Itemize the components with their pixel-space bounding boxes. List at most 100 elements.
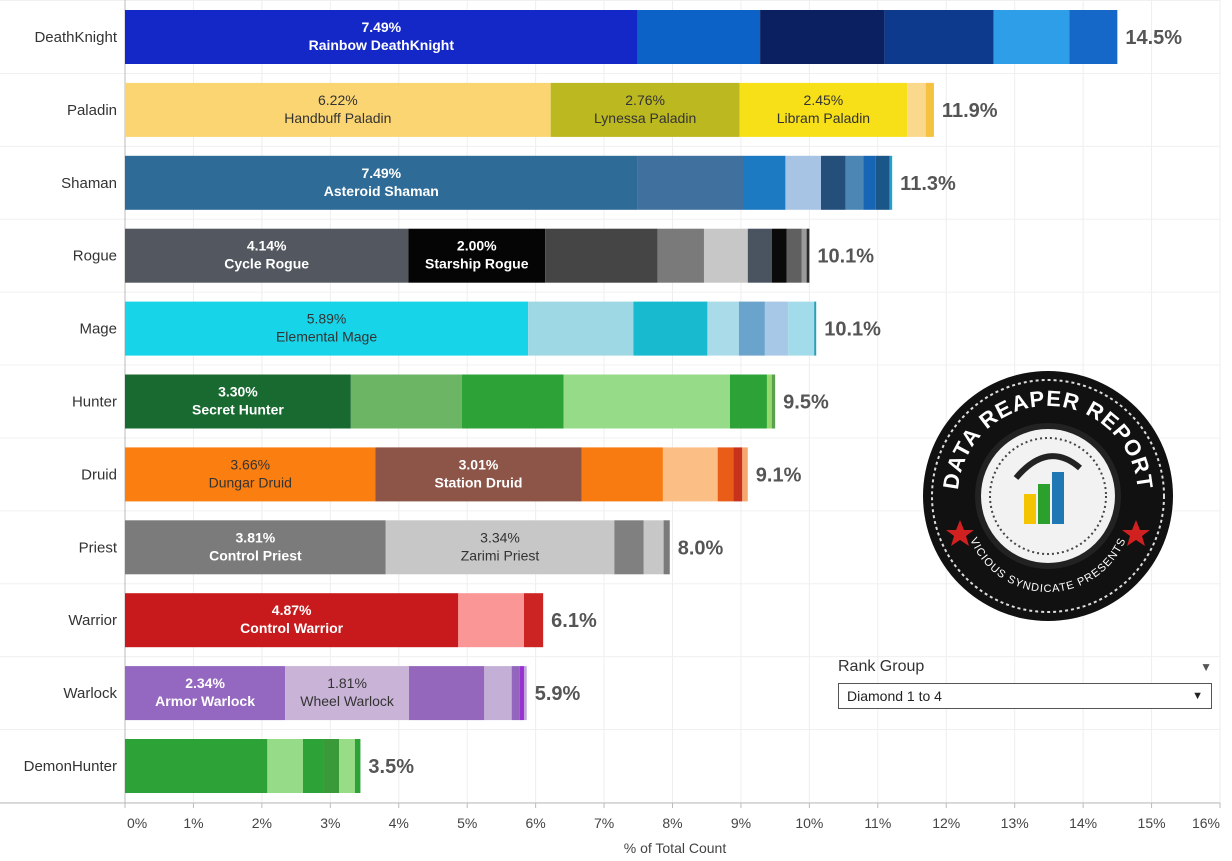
total-label: 8.0%	[678, 537, 724, 559]
bar-segment	[766, 374, 772, 429]
category-labels: DeathKnight Paladin Shaman Rogue Mage Hunter D…	[24, 29, 118, 775]
segment-name-label: Cycle Rogue	[224, 256, 309, 272]
bar-segment	[354, 739, 361, 793]
category-label: Mage	[79, 321, 117, 338]
rank-group-select[interactable]: Diamond 1 to 4 ▼	[838, 683, 1212, 709]
segment-name-label: Armor Warlock	[155, 693, 255, 709]
x-tick-label: 9%	[731, 815, 751, 831]
bar-segment	[125, 82, 551, 137]
bar-segment	[889, 155, 893, 210]
bar-segment	[350, 374, 462, 429]
bar-segment	[523, 666, 527, 721]
segment-name-label: Libram Paladin	[777, 110, 870, 126]
segment-percent-label: 3.34%	[480, 529, 520, 545]
segment-percent-label: 3.81%	[236, 529, 276, 545]
bar-segment	[884, 10, 994, 64]
bar-segment	[267, 739, 303, 793]
bar-segment	[663, 520, 670, 575]
total-label: 9.5%	[783, 392, 829, 414]
bar-segment	[907, 82, 926, 137]
segment-name-label: Elemental Mage	[276, 329, 377, 345]
category-label: DeathKnight	[34, 29, 117, 46]
segment-percent-label: 3.66%	[230, 456, 270, 472]
total-label: 10.1%	[824, 319, 881, 341]
bar-segment	[738, 301, 765, 356]
bar-segment	[375, 447, 582, 502]
bar-segment	[125, 520, 386, 575]
segment-percent-label: 2.76%	[625, 92, 665, 108]
bar-segment	[125, 447, 376, 502]
category-label: Warlock	[63, 685, 117, 702]
bar-segment	[637, 155, 743, 210]
rank-group-filter: Rank Group ▼ Diamond 1 to 4 ▼	[838, 655, 1212, 709]
bar-segment	[125, 155, 638, 210]
total-label: 9.1%	[756, 464, 802, 486]
rank-group-title: Rank Group	[838, 658, 925, 675]
filter-menu-icon[interactable]: ▼	[1200, 660, 1212, 674]
x-tick-label: 1%	[183, 815, 203, 831]
category-label: Priest	[79, 539, 118, 556]
bars: 7.49% Rainbow DeathKnight 14.5% 6.22% Handbu…	[125, 10, 1182, 793]
x-axis-title: % of Total Count	[624, 840, 727, 856]
bar-segment	[458, 593, 524, 648]
bar-segment	[801, 228, 807, 283]
bar-segment	[786, 228, 802, 283]
segment-percent-label: 4.87%	[272, 602, 312, 618]
total-label: 5.9%	[535, 683, 581, 705]
bar-segment	[875, 155, 890, 210]
segment-percent-label: 5.89%	[307, 311, 347, 327]
bar-segment	[717, 447, 734, 502]
bar-segment	[550, 82, 740, 137]
bar-segment	[662, 447, 718, 502]
x-tick-label: 3%	[320, 815, 340, 831]
segment-name-label: Handbuff Paladin	[284, 110, 391, 126]
segment-name-label: Control Priest	[209, 547, 302, 563]
x-tick-label: 8%	[662, 815, 682, 831]
category-label: Warrior	[68, 612, 117, 629]
bar-segment	[523, 593, 544, 648]
segment-percent-label: 7.49%	[361, 19, 401, 35]
segment-name-label: Wheel Warlock	[300, 693, 395, 709]
total-label: 14.5%	[1125, 27, 1182, 49]
bar-segment	[788, 301, 815, 356]
category-label: Shaman	[61, 175, 117, 192]
bar-segment	[747, 228, 772, 283]
x-tick-label: 10%	[795, 815, 823, 831]
segment-name-label: Dungar Druid	[209, 474, 292, 490]
x-axis: 0% 1% 2% 3% 4% 5% 6% 7% 8% 9% 10% 11% 12% 13% 14% 15% 16…	[0, 802, 1221, 831]
bar-segment	[925, 82, 931, 137]
bar-segment	[563, 374, 730, 429]
bar-segment	[742, 155, 786, 210]
bar-segment	[545, 228, 658, 283]
x-tick-label: 6%	[526, 815, 546, 831]
bar-segment	[930, 82, 934, 137]
bar-segment	[657, 228, 704, 283]
bar-segment	[385, 520, 615, 575]
segment-percent-label: 7.49%	[361, 165, 401, 181]
bar-segment	[806, 228, 810, 283]
data-reaper-report-logo: DATA REAPER REPORT VICIOUS SYNDICATE PRE…	[920, 368, 1176, 624]
bar-segment	[519, 666, 524, 721]
total-label: 3.5%	[368, 756, 414, 778]
bar-segment	[323, 739, 340, 793]
segment-name-label: Starship Rogue	[425, 256, 529, 272]
bar-segment	[125, 374, 351, 429]
segment-name-label: Control Warrior	[240, 620, 343, 636]
total-label: 10.1%	[817, 246, 874, 268]
x-tick-label: 11%	[864, 815, 891, 831]
x-tick-label: 15%	[1138, 815, 1166, 831]
bar-segment	[637, 10, 761, 64]
segment-name-label: Station Druid	[435, 474, 523, 490]
category-label: Paladin	[67, 102, 117, 119]
bar-segment	[125, 666, 286, 721]
x-tick-label: 7%	[594, 815, 614, 831]
bar-segment	[511, 666, 520, 721]
bar-segment	[408, 228, 546, 283]
bar-segment	[739, 82, 908, 137]
bar-segment	[581, 447, 663, 502]
x-tick-label: 14%	[1069, 815, 1097, 831]
bar-segment	[528, 301, 634, 356]
bar-segment	[707, 301, 739, 356]
segment-name-label: Zarimi Priest	[461, 547, 540, 563]
bar-segment	[993, 10, 1070, 64]
